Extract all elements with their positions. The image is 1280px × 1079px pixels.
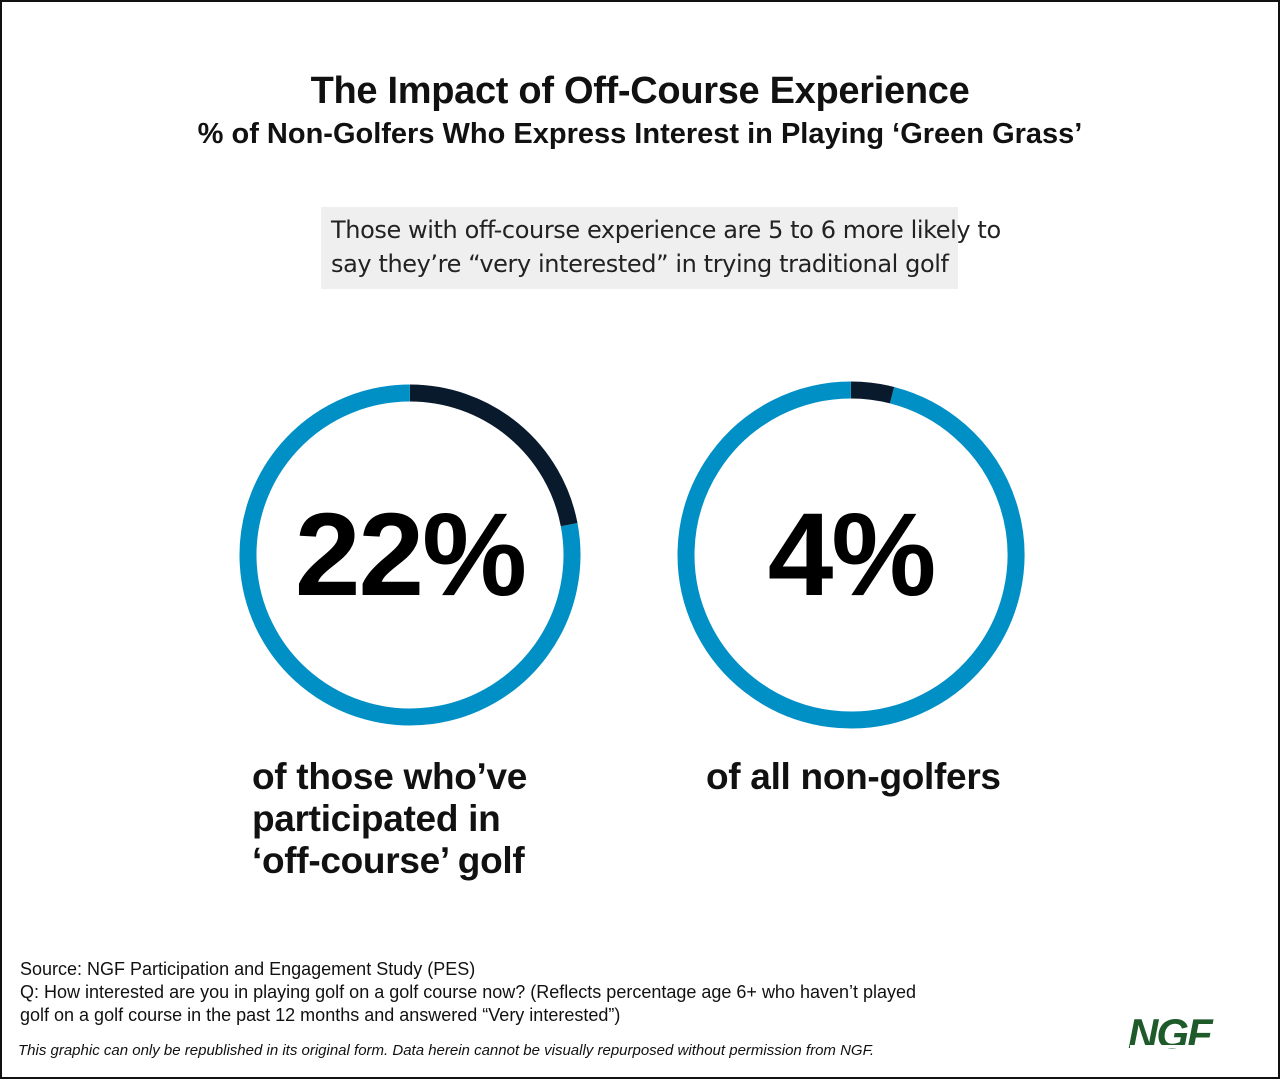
- donut-value-arc: [409, 384, 578, 527]
- donut-value-label: 22%: [295, 489, 525, 621]
- callout-line-2: say they’re “very interested” in trying …: [331, 250, 949, 278]
- logo-stripe: [1130, 1045, 1230, 1048]
- source-notes: Source: NGF Participation and Engagement…: [20, 958, 916, 1027]
- ngf-logo: NGF: [1128, 1010, 1213, 1057]
- question-text-line-1: Q: How interested are you in playing gol…: [20, 982, 917, 1002]
- callout-box: Those with off-course experience are 5 t…: [321, 207, 1001, 289]
- chart-title: The Impact of Off-Course Experience: [310, 70, 970, 112]
- donut-chart-off-course: 22%: [239, 384, 581, 726]
- question-text-line-2: golf on a golf course in the past 12 mon…: [20, 1005, 621, 1025]
- donut-remainder-arc: [239, 384, 581, 726]
- caption-line: participated in: [252, 798, 501, 839]
- donut-value-label: 4%: [768, 489, 935, 621]
- caption-line: ‘off-course’ golf: [252, 840, 525, 881]
- republish-disclaimer: This graphic can only be republished in …: [18, 1042, 874, 1059]
- callout-line-1: Those with off-course experience are 5 t…: [331, 216, 1001, 244]
- donut-chart-all-non-golfers: 4%: [677, 381, 1025, 729]
- donut-remainder-arc: [677, 381, 1025, 729]
- donut-caption-all-non-golfers: of all non-golfers: [706, 756, 1001, 798]
- caption-line: of all non-golfers: [706, 756, 1001, 797]
- source-text: Source: NGF Participation and Engagement…: [20, 959, 476, 979]
- donut-caption-off-course: of those who’ve participated in ‘off-cou…: [252, 756, 527, 882]
- donut-value-arc: [850, 381, 895, 404]
- chart-subtitle: % of Non-Golfers Who Express Interest in…: [197, 118, 1083, 150]
- caption-line: of those who’ve: [252, 756, 528, 797]
